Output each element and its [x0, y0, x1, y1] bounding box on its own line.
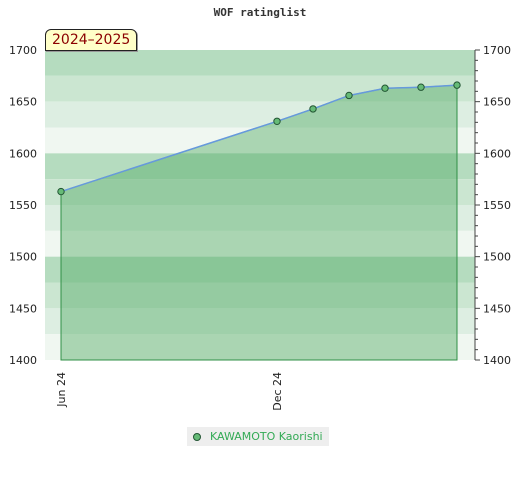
chart-title: WOF ratinglist	[213, 6, 307, 19]
y-tick-label-right: 1400	[483, 354, 511, 367]
y-tick-label-left: 1550	[9, 199, 37, 212]
y-tick-label-right: 1600	[483, 147, 511, 160]
x-tick-label: Jun 24	[55, 372, 68, 408]
background-band	[45, 230, 475, 257]
season-badge: 2024–2025	[45, 29, 138, 51]
y-tick-label-right: 1500	[483, 251, 511, 264]
background-band	[45, 153, 475, 180]
marker-layer	[57, 81, 461, 196]
data-point	[417, 83, 425, 91]
y-tick-label-right: 1550	[483, 199, 511, 212]
background-band	[45, 205, 475, 231]
data-point	[273, 117, 281, 126]
data-point	[309, 105, 317, 113]
background-band	[45, 75, 475, 102]
x-axis: Jun 24 Dec 24	[55, 372, 284, 411]
background-band	[45, 127, 475, 154]
y-tick-label-right: 1450	[483, 302, 511, 315]
legend-label: KAWAMOTO Kaorishi	[210, 430, 323, 443]
data-point	[57, 187, 65, 196]
y-tick-label-right: 1700	[483, 44, 511, 57]
background-band	[45, 308, 475, 335]
data-point	[345, 91, 353, 100]
background-band	[45, 282, 475, 309]
y-tick-label-left: 1500	[9, 251, 37, 264]
background-band	[45, 179, 475, 205]
rating-chart: 1400 1450 1500 1550 1600 1650 1700 1400 1450 150…	[9, 44, 511, 411]
background-bands	[45, 50, 475, 360]
legend-marker-icon	[193, 432, 201, 441]
data-point	[381, 84, 389, 92]
background-band	[45, 334, 475, 360]
y-axis-left: 1400 1450 1500 1550 1600 1650 1700	[9, 44, 37, 367]
background-band	[45, 256, 475, 283]
background-band	[45, 101, 475, 128]
data-point	[453, 81, 461, 89]
x-tick-label: Dec 24	[271, 372, 284, 411]
y-tick-label-left: 1700	[9, 44, 37, 57]
legend[interactable]: KAWAMOTO Kaorishi	[187, 427, 329, 446]
y-tick-label-right: 1650	[483, 96, 511, 109]
background-band	[45, 50, 475, 76]
y-tick-label-left: 1650	[9, 96, 37, 109]
y-tick-label-left: 1400	[9, 354, 37, 367]
y-tick-label-left: 1600	[9, 147, 37, 160]
y-axis-right: 1400 1450 1500 1550 1600 1650 1700	[474, 44, 511, 367]
y-tick-label-left: 1450	[9, 302, 37, 315]
